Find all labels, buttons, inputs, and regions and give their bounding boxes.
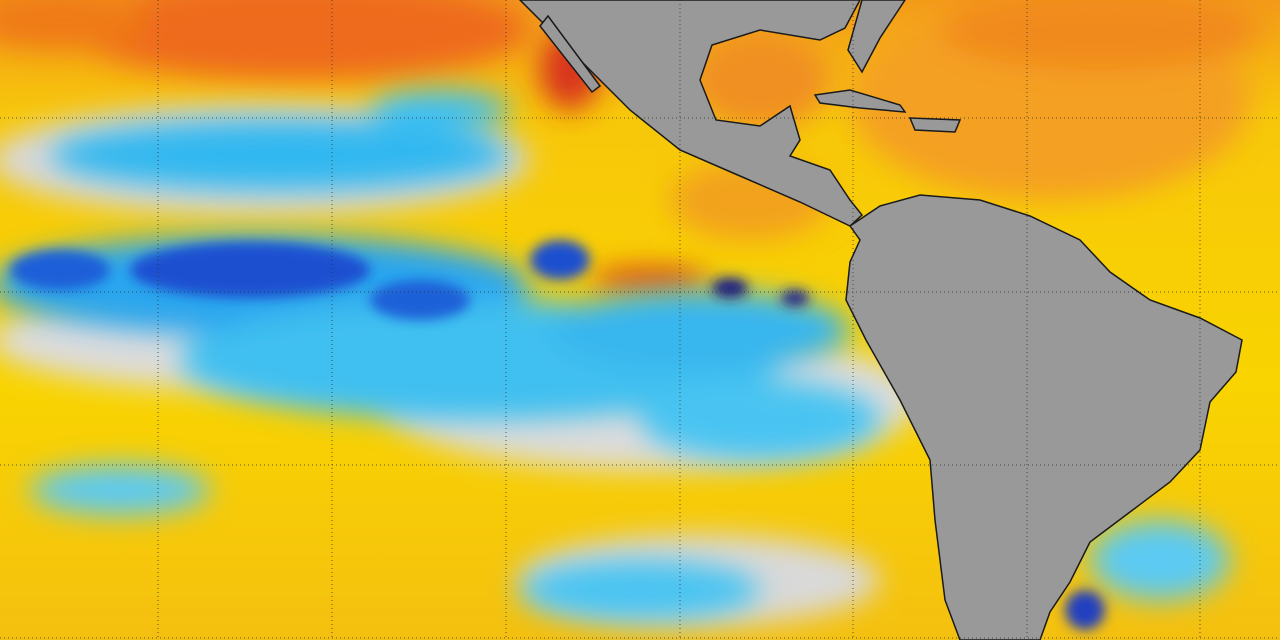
mexico-central-america: [518, 0, 864, 227]
florida: [847, 0, 906, 74]
baja-california: [539, 14, 602, 94]
cuba: [813, 89, 907, 113]
land: [518, 0, 1243, 640]
hispaniola: [908, 117, 962, 133]
warm-anomalies: [0, 0, 1260, 292]
strong-cool-anomalies: [10, 240, 1105, 630]
south-america: [845, 194, 1243, 640]
